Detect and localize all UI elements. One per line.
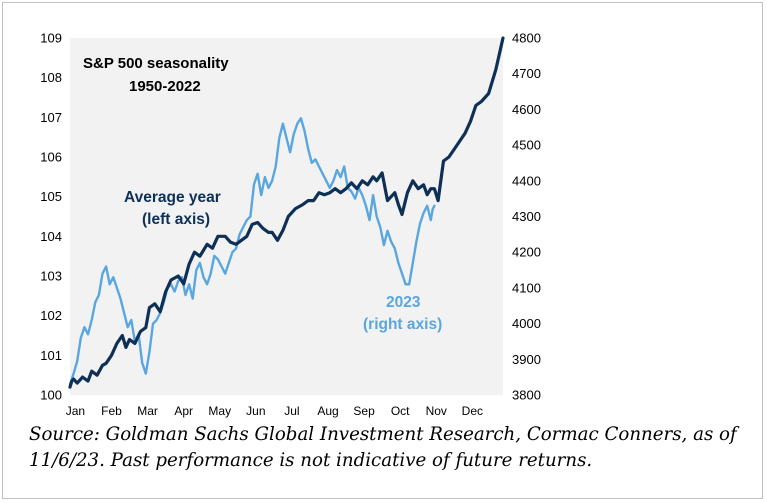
caption-line-2: 11/6/23. Past performance is not indicat… <box>29 450 593 471</box>
left-tick-label: 104 <box>40 229 62 244</box>
series-label-average-year: Average year <box>124 189 221 206</box>
x-tick-label: Dec <box>462 404 483 418</box>
left-axis-ticks: 100 101 102 103 104 105 106 107 108 109 <box>40 31 62 403</box>
right-tick-label: 4700 <box>512 66 541 81</box>
right-tick-label: 4300 <box>512 209 541 224</box>
left-tick-label: 102 <box>40 308 62 323</box>
x-tick-label: Oct <box>391 404 410 418</box>
left-tick-label: 100 <box>40 388 62 403</box>
right-tick-label: 4400 <box>512 173 541 188</box>
x-tick-label: Jun <box>246 404 265 418</box>
x-tick-label: Aug <box>317 404 338 418</box>
x-tick-label: Jan <box>66 404 85 418</box>
series-axis-label-2023: (right axis) <box>363 316 442 333</box>
series-2023-line <box>68 117 436 386</box>
right-tick-label: 4500 <box>512 138 541 153</box>
right-tick-label: 4000 <box>512 316 541 331</box>
left-tick-label: 103 <box>40 269 62 284</box>
x-tick-label: Nov <box>426 404 447 418</box>
average-year-line <box>68 36 505 389</box>
chart-subtitle: 1950-2022 <box>129 78 201 95</box>
x-tick-label: Jul <box>284 404 299 418</box>
source-caption: Source: Goldman Sachs Global Investment … <box>29 422 749 474</box>
right-tick-label: 3900 <box>512 352 541 367</box>
left-tick-label: 105 <box>40 189 62 204</box>
left-tick-label: 107 <box>40 110 62 125</box>
x-tick-label: Feb <box>101 404 122 418</box>
right-tick-label: 3800 <box>512 388 541 403</box>
x-tick-label: Sep <box>353 404 375 418</box>
right-axis-ticks: 3800 3900 4000 4100 4200 4300 4400 4500 4600 4700… <box>512 31 541 403</box>
right-tick-label: 4100 <box>512 280 541 295</box>
x-axis-ticks: Jan Feb Mar Apr May Jun Jul Aug Sep Oct Nov Dec <box>66 404 483 418</box>
series-label-2023: 2023 <box>386 294 421 311</box>
caption-line-1: Source: Goldman Sachs Global Investment … <box>29 424 737 445</box>
right-tick-label: 4200 <box>512 245 541 260</box>
left-tick-label: 106 <box>40 150 62 165</box>
x-tick-label: Apr <box>174 404 193 418</box>
series-lines <box>68 36 505 389</box>
right-tick-label: 4600 <box>512 102 541 117</box>
series-axis-label-average-year: (left axis) <box>142 211 210 228</box>
x-tick-label: May <box>208 404 231 418</box>
chart-title: S&P 500 seasonality <box>83 55 229 72</box>
seasonality-chart: 100 101 102 103 104 105 106 107 108 109 3800 3900 4… <box>40 31 541 419</box>
left-tick-label: 109 <box>40 31 62 46</box>
left-tick-label: 101 <box>40 348 62 363</box>
x-tick-label: Mar <box>137 404 158 418</box>
left-tick-label: 108 <box>40 70 62 85</box>
right-tick-label: 4800 <box>512 31 541 46</box>
